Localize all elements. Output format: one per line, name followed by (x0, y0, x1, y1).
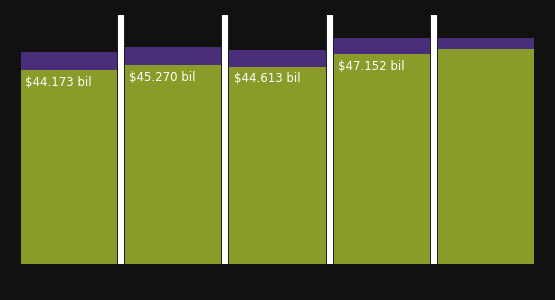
Bar (125, 47, 221, 65)
Bar (229, 50, 326, 67)
Bar (334, 38, 430, 54)
Legend: , : , (191, 296, 235, 300)
Bar (21, 70, 117, 264)
Text: $44.613 bil: $44.613 bil (234, 72, 300, 85)
Bar (438, 50, 534, 264)
Bar (229, 67, 326, 264)
Text: $44.173 bil: $44.173 bil (24, 76, 92, 88)
Bar (438, 38, 534, 50)
Text: $47.152 bil: $47.152 bil (338, 60, 405, 73)
Bar (334, 54, 430, 264)
Bar (21, 52, 117, 70)
Text: $45.270 bil: $45.270 bil (129, 71, 196, 84)
Bar (125, 65, 221, 264)
